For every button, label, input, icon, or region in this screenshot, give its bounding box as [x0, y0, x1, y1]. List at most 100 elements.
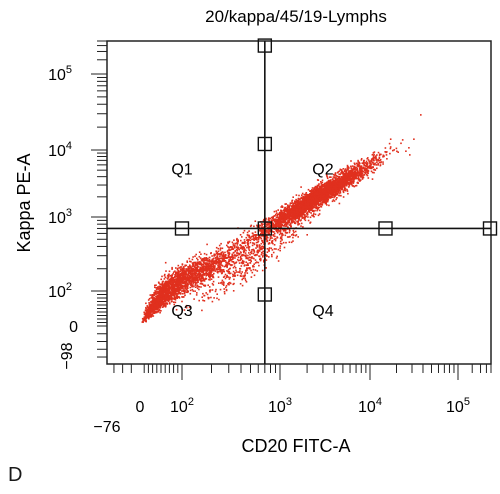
data-point — [181, 272, 183, 274]
data-point — [252, 234, 255, 236]
data-point — [312, 210, 314, 212]
data-point — [376, 161, 378, 164]
data-point — [237, 259, 240, 262]
data-point — [203, 252, 206, 255]
data-point — [177, 288, 180, 290]
data-point — [151, 313, 154, 315]
data-point — [193, 265, 196, 268]
data-point — [245, 257, 247, 260]
data-point — [272, 219, 275, 222]
data-point — [207, 284, 209, 286]
data-point — [148, 311, 151, 314]
data-point — [178, 284, 180, 286]
data-point — [162, 284, 165, 286]
data-point — [141, 321, 144, 323]
data-point — [221, 257, 223, 260]
data-point — [153, 294, 156, 296]
data-point — [199, 261, 202, 263]
data-point — [401, 139, 404, 141]
data-point — [228, 240, 231, 243]
data-point — [202, 260, 204, 262]
data-point — [214, 270, 217, 272]
data-point — [311, 187, 314, 189]
data-point — [304, 195, 307, 197]
data-point — [166, 303, 168, 305]
data-point — [181, 267, 184, 270]
data-point — [192, 290, 195, 292]
data-point — [215, 246, 218, 249]
data-point — [181, 264, 184, 266]
data-point — [253, 237, 255, 240]
data-point — [217, 250, 220, 253]
data-point — [168, 295, 171, 297]
data-point — [189, 283, 191, 285]
data-point — [283, 208, 285, 211]
data-point — [161, 281, 164, 283]
data-point — [176, 277, 178, 279]
data-point — [180, 266, 183, 268]
data-point — [326, 199, 328, 201]
data-point — [175, 273, 177, 275]
data-point — [192, 256, 194, 258]
data-point — [166, 292, 168, 295]
data-point — [342, 172, 345, 174]
data-point — [143, 313, 146, 315]
data-point — [247, 245, 250, 247]
data-point — [307, 208, 310, 211]
data-point — [226, 261, 228, 264]
data-point — [199, 268, 201, 270]
data-point — [376, 160, 378, 162]
data-point — [148, 297, 151, 300]
data-point — [197, 262, 200, 265]
data-point — [250, 224, 253, 227]
data-point — [229, 256, 231, 259]
data-point — [333, 196, 335, 199]
data-point — [386, 158, 388, 160]
data-point — [155, 305, 157, 307]
data-point — [334, 173, 337, 176]
data-point — [182, 275, 185, 278]
data-point — [191, 280, 193, 282]
data-point — [167, 299, 169, 302]
data-point — [147, 309, 149, 312]
data-point — [210, 278, 213, 280]
data-point — [308, 210, 311, 212]
data-point — [190, 271, 192, 273]
data-point — [166, 297, 169, 299]
data-point — [236, 239, 238, 241]
data-point — [266, 234, 268, 237]
data-point — [205, 268, 208, 271]
data-point — [164, 284, 167, 286]
data-point — [198, 286, 201, 288]
data-point — [267, 226, 269, 228]
data-point — [168, 281, 170, 284]
data-point — [238, 253, 241, 255]
data-point — [191, 275, 193, 277]
data-point — [248, 248, 250, 250]
data-point — [172, 293, 174, 295]
data-point — [204, 268, 206, 270]
data-point — [385, 154, 388, 156]
data-point — [326, 176, 329, 178]
data-point — [237, 248, 239, 250]
data-point — [347, 192, 349, 195]
data-point — [194, 275, 196, 278]
data-point — [174, 274, 177, 277]
data-point — [237, 256, 240, 259]
data-point — [362, 167, 365, 170]
data-point — [172, 277, 175, 279]
data-point — [152, 301, 154, 304]
data-point — [164, 292, 167, 295]
data-point — [185, 285, 188, 288]
data-point — [194, 290, 196, 292]
data-point — [206, 258, 208, 261]
data-point — [271, 217, 274, 220]
data-point — [384, 151, 386, 153]
data-point — [314, 193, 317, 196]
data-point — [277, 216, 279, 218]
data-point — [184, 282, 187, 284]
data-point — [372, 154, 375, 157]
data-point — [165, 289, 167, 291]
data-point — [148, 304, 151, 307]
data-point — [219, 265, 221, 267]
